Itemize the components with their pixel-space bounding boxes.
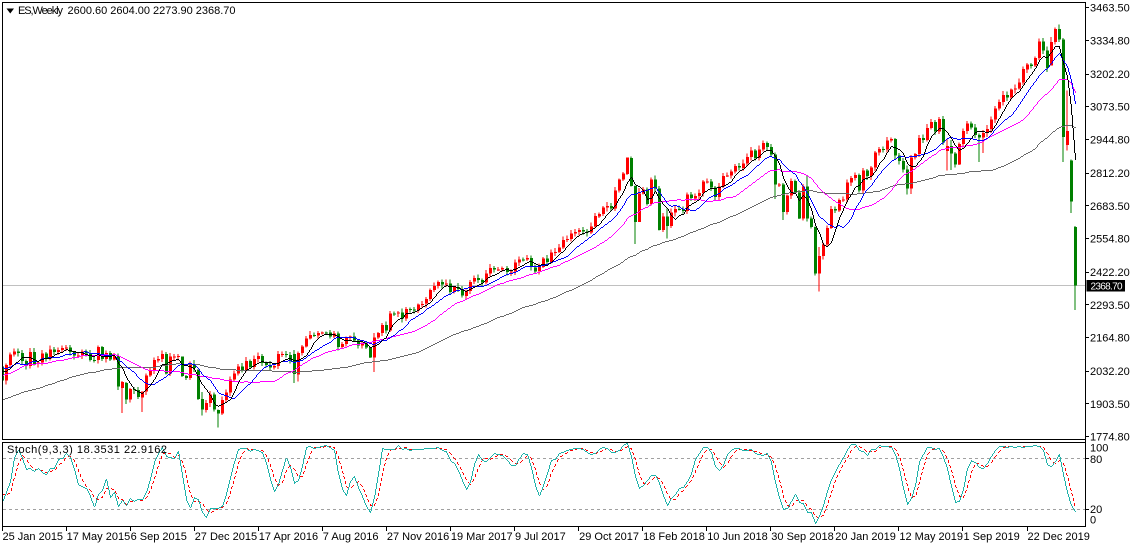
svg-text:9 Jul 2017: 9 Jul 2017 xyxy=(515,531,566,543)
svg-text:2554.80: 2554.80 xyxy=(1090,233,1130,245)
svg-text:10 Jun 2018: 10 Jun 2018 xyxy=(707,531,768,543)
svg-text:2164.80: 2164.80 xyxy=(1090,333,1130,345)
svg-text:12 May 2019: 12 May 2019 xyxy=(899,531,963,543)
svg-text:17 May 2015: 17 May 2015 xyxy=(67,531,131,543)
svg-text:0: 0 xyxy=(1090,515,1096,527)
svg-text:2683.50: 2683.50 xyxy=(1090,201,1130,213)
svg-text:6 Sep 2015: 6 Sep 2015 xyxy=(131,531,187,543)
svg-text:2368.70: 2368.70 xyxy=(1091,282,1123,293)
svg-text:100: 100 xyxy=(1090,443,1108,455)
svg-text:29 Oct 2017: 29 Oct 2017 xyxy=(579,531,639,543)
svg-text:1903.50: 1903.50 xyxy=(1090,399,1130,411)
svg-text:3073.50: 3073.50 xyxy=(1090,102,1130,114)
svg-text:2600.60 2604.00 2273.90 2368.7: 2600.60 2604.00 2273.90 2368.70 xyxy=(68,5,236,17)
svg-text:22 Dec 2019: 22 Dec 2019 xyxy=(1028,531,1090,543)
svg-text:7 Aug 2016: 7 Aug 2016 xyxy=(323,531,379,543)
svg-text:18 Feb 2018: 18 Feb 2018 xyxy=(643,531,705,543)
svg-text:3334.80: 3334.80 xyxy=(1090,35,1130,47)
svg-text:19 Mar 2017: 19 Mar 2017 xyxy=(451,531,513,543)
svg-text:1 Sep 2019: 1 Sep 2019 xyxy=(964,531,1020,543)
svg-text:20: 20 xyxy=(1090,504,1102,516)
svg-text:2032.20: 2032.20 xyxy=(1090,366,1130,378)
svg-text:20 Jan 2019: 20 Jan 2019 xyxy=(835,531,896,543)
svg-text:3202.20: 3202.20 xyxy=(1090,69,1130,81)
svg-text:17 Apr 2016: 17 Apr 2016 xyxy=(259,531,318,543)
svg-text:Stoch(9,3,3) 18.3531 22.9162: Stoch(9,3,3) 18.3531 22.9162 xyxy=(7,444,167,456)
svg-text:30 Sep 2018: 30 Sep 2018 xyxy=(771,531,833,543)
svg-text:27 Dec 2015: 27 Dec 2015 xyxy=(195,531,257,543)
svg-text:ES,Weekly: ES,Weekly xyxy=(18,5,64,17)
svg-text:80: 80 xyxy=(1090,454,1102,466)
svg-text:3463.50: 3463.50 xyxy=(1090,3,1130,15)
svg-text:27 Nov 2016: 27 Nov 2016 xyxy=(387,531,449,543)
svg-text:2812.20: 2812.20 xyxy=(1090,168,1130,180)
svg-text:25 Jan 2015: 25 Jan 2015 xyxy=(3,531,64,543)
svg-text:2293.50: 2293.50 xyxy=(1090,300,1130,312)
svg-text:2422.20: 2422.20 xyxy=(1090,267,1130,279)
svg-text:1774.80: 1774.80 xyxy=(1090,432,1130,444)
svg-text:2944.80: 2944.80 xyxy=(1090,134,1130,146)
